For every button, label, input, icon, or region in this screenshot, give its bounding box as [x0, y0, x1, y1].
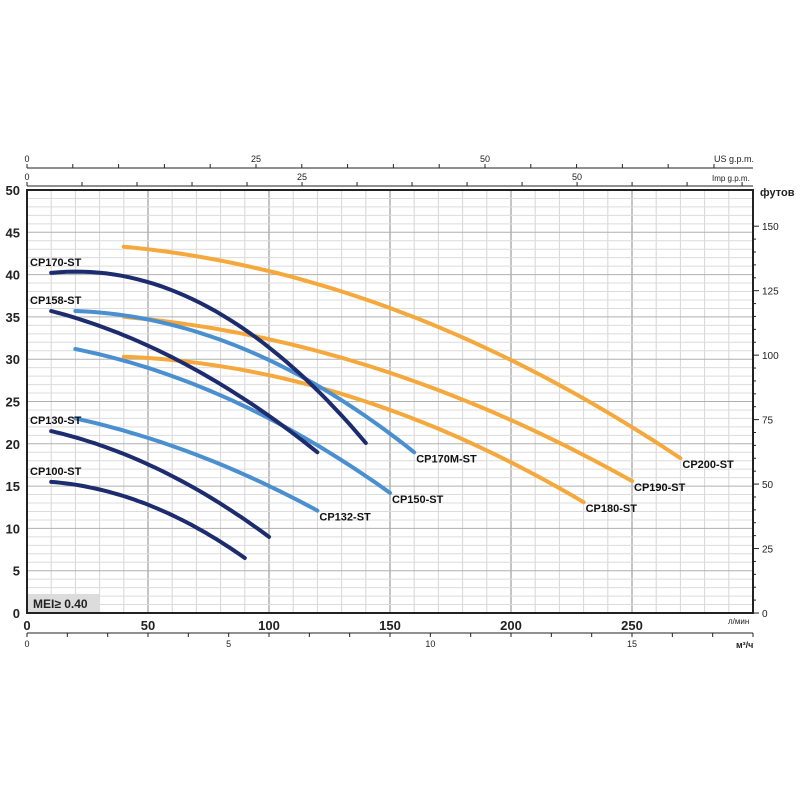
curve-label: CP130-ST: [30, 415, 82, 427]
x-tick-label: 200: [500, 618, 522, 633]
y-tick-label: 10: [6, 521, 20, 536]
imp-gpm-label: Imp g.p.m.: [712, 174, 750, 183]
curve-cp158-st: [49, 309, 320, 455]
mei-badge-bg: [28, 594, 100, 612]
y2-tick-label: 0: [762, 609, 768, 620]
y2-tick-label: 50: [762, 480, 774, 491]
curve-cp100-st: [49, 479, 247, 560]
y2-tick-label: 125: [762, 287, 779, 298]
curve-label: CP132-ST: [319, 512, 371, 524]
us-gpm-axis-tick-label: 25: [251, 154, 261, 164]
curve-label: CP180-ST: [586, 503, 638, 515]
y-tick-label: 5: [13, 564, 20, 579]
y2-tick-label: 100: [762, 351, 779, 362]
curve-label: CP100-ST: [30, 466, 82, 478]
m3h-tick-label: 15: [627, 639, 637, 649]
m3h-tick-label: 5: [226, 639, 231, 649]
curve-label: CP200-ST: [682, 459, 734, 471]
grid: [26, 189, 754, 614]
us-gpm-axis-tick-label: 50: [480, 154, 490, 164]
curve-label: CP190-ST: [634, 482, 686, 494]
x-tick-label: 0: [23, 618, 30, 633]
y-tick-label: 50: [6, 183, 20, 198]
x-axis-label: л/мин: [728, 617, 749, 626]
curve-label: CP158-ST: [30, 295, 82, 307]
y2-tick-label: 75: [762, 416, 774, 427]
y2-tick-label: 150: [762, 222, 779, 233]
curve-cp170-st: [49, 269, 368, 445]
curve-label: CP170-ST: [30, 257, 82, 269]
x-tick-label: 250: [621, 618, 643, 633]
y2-tick-label: 25: [762, 545, 774, 556]
plot-frame: [26, 189, 754, 614]
x-tick-label: 150: [379, 618, 401, 633]
x-tick-label: 50: [141, 618, 155, 633]
mei-annotation: MEI≥ 0.40: [33, 597, 88, 611]
curve-cp150-st: [73, 347, 392, 495]
x-tick-label: 100: [258, 618, 280, 633]
m3h-label: м³/ч: [736, 640, 753, 650]
y-tick-label: 40: [6, 268, 20, 283]
curve-cp130-st: [49, 429, 271, 539]
y-tick-label: 25: [6, 395, 20, 410]
m3h-tick-label: 10: [425, 639, 435, 649]
us-gpm-label: US g.p.m.: [714, 154, 754, 164]
curves: [49, 244, 683, 560]
y2-axis-label: футов: [760, 187, 795, 199]
curve-label: CP150-ST: [392, 494, 444, 506]
y-tick-label: 20: [6, 437, 20, 452]
curve-labels: CP200-ST CP190-ST CP180-ST CP170M-ST CP150-S…: [30, 257, 734, 524]
imp-gpm-axis-tick-label: 25: [297, 172, 307, 182]
curve-cp190-st: [121, 314, 634, 483]
y-tick-label: 35: [6, 310, 20, 325]
m3h-tick-label: 0: [24, 639, 29, 649]
curve-cp180-st: [121, 354, 586, 505]
y-tick-label: 45: [6, 225, 20, 240]
imp-gpm-axis-tick-label: 0: [24, 172, 29, 182]
us-gpm-axis-tick-label: 0: [24, 154, 29, 164]
curve-cp170m-st: [73, 309, 417, 455]
curve-cp200-st: [121, 244, 683, 461]
imp-gpm-axis-tick-label: 50: [572, 172, 582, 182]
y-tick-label: 0: [13, 606, 20, 621]
y-tick-label: 30: [6, 352, 20, 367]
y-tick-label: 15: [6, 479, 20, 494]
curve-cp132-st: [73, 416, 320, 513]
curve-label: CP170M-ST: [416, 453, 477, 465]
